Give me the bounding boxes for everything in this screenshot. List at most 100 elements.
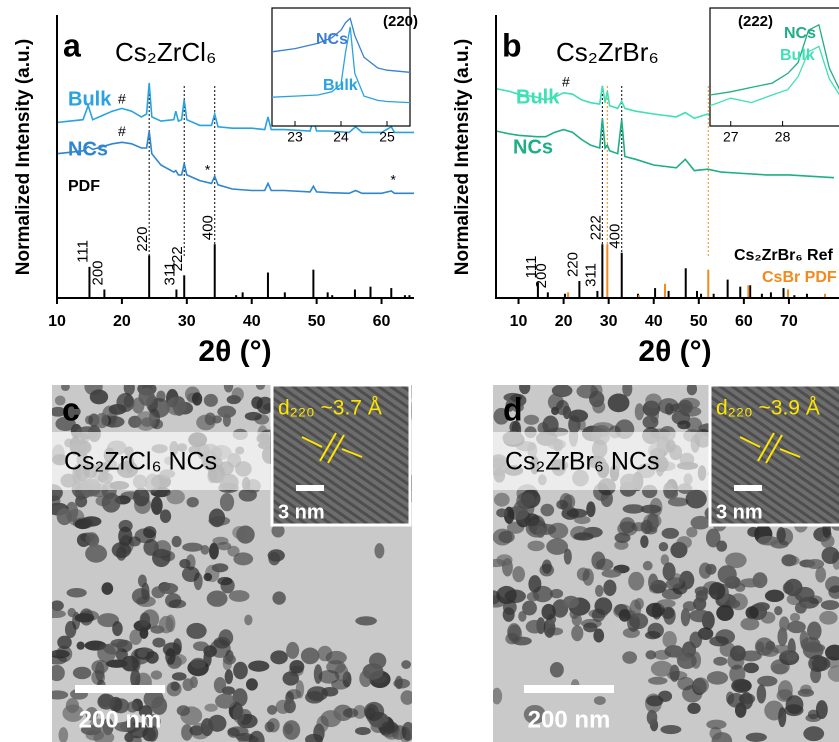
peak-label: 220 [134,227,151,252]
inset-scale-label: 3 nm [716,501,763,523]
nanocrystal [505,399,515,412]
nanocrystal [186,622,207,639]
fringe-arrow [341,448,363,458]
nanocrystal [362,663,384,680]
nanocrystal [204,703,218,712]
nanocrystal [223,385,234,393]
fringe-marker [327,434,345,464]
hrtem-inset [708,385,839,527]
nanocrystal [121,655,139,672]
nanocrystal [677,420,691,430]
chart-title: Cs₂ZrCl₆ [115,37,216,67]
nanocrystal [171,672,187,681]
nanocrystal [400,690,412,705]
nanocrystal [316,715,329,733]
nanocrystal [305,733,323,742]
nanocrystal [540,503,555,517]
nanocrystal [576,385,599,399]
nanocrystal [354,726,371,736]
nanocrystal [618,609,631,622]
y-axis-label: Normalized Intensity (a.u.) [452,39,473,275]
nanocrystal [374,543,385,559]
nanocrystal [528,575,542,593]
nanocrystal [150,670,163,680]
panel-label: a [63,27,81,63]
nanocrystal [325,650,347,665]
nanocrystal [61,385,70,392]
nanocrystal [686,385,698,396]
nanocrystal [784,704,804,717]
nanocrystal [159,509,172,524]
nanocrystal [181,724,193,741]
inset-curve [710,23,839,96]
nanocrystal [716,605,734,621]
nanocrystal [138,705,153,718]
nanocrystal [54,395,66,406]
inset-x-tick-label: 23 [287,129,303,145]
nanocrystal [536,525,546,538]
xrd-curve [495,118,835,179]
nanocrystal [182,678,194,692]
nanocrystal [245,678,258,691]
nanocrystal [525,619,545,634]
nanocrystal [774,606,783,616]
nanocrystal [138,387,155,406]
nanocrystal [248,730,265,742]
nanocrystal [690,515,711,530]
nanocrystal [84,415,94,425]
peak-label: 400 [607,224,624,249]
nanocrystal [574,515,591,525]
inset-frame [271,7,411,127]
nanocrystal [89,718,108,732]
annotation: # [118,123,126,139]
series-label: NCs [68,138,108,160]
nanocrystal [640,504,662,514]
series-label: Bulk [68,88,112,110]
nanocrystal [642,560,653,571]
fringe-marker [319,432,337,462]
nanocrystal [267,718,280,733]
nanocrystal [709,636,729,647]
inset-curve [710,45,839,107]
nanocrystal [72,666,92,680]
nanocrystal [196,414,216,431]
nanocrystal [729,645,746,662]
nanocrystal [363,701,385,721]
inset-title: (220) [383,13,418,30]
nanocrystal [209,639,231,658]
lattice-spacing: d₂₂₀ ~3.9 Å [716,397,820,420]
nanocrystal [753,602,770,612]
x-axis-label: 2θ (°) [198,335,271,368]
nanocrystal [819,610,838,625]
nanocrystal [137,648,148,658]
nanocrystal [706,719,727,730]
panel-label: d [503,391,523,427]
nanocrystal [661,607,675,620]
nanocrystal [286,641,300,659]
inset-curve [272,17,410,73]
nanocrystal [667,497,689,507]
nanocrystal [708,582,726,600]
inset-series-label: Bulk [780,47,815,64]
nanocrystal [680,607,691,627]
caption: Cs₂ZrCl₆ NCs [64,448,217,476]
nanocrystal [614,532,631,544]
nanocrystal [729,664,746,684]
nanocrystal [143,526,157,539]
nanocrystal [648,676,668,685]
nanocrystal [355,616,377,626]
nanocrystal [233,552,254,566]
nanocrystal [152,637,166,648]
nanocrystal [811,656,831,672]
nanocrystal [126,701,139,713]
nanocrystal [81,516,102,527]
nanocrystal [794,602,807,614]
nanocrystal [779,616,790,632]
nanocrystal [592,400,606,414]
inset-scale-bar [296,485,324,491]
nanocrystal [734,702,747,718]
nanocrystal [97,693,116,710]
nanocrystal [97,613,120,628]
